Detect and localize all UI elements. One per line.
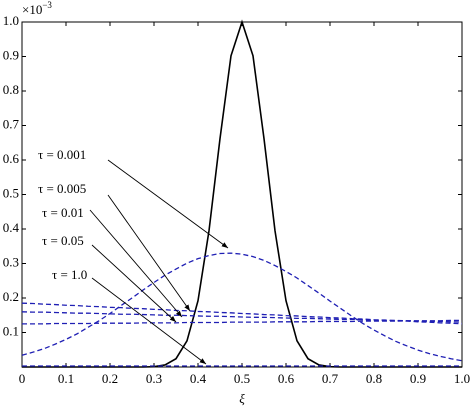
y-tick-label: 0.6 (3, 151, 20, 166)
series-label: τ = 0.01 (42, 205, 84, 220)
plot-frame (21, 21, 463, 368)
y-tick-label: 0.1 (3, 323, 19, 338)
x-axis-label: ξ (239, 391, 245, 406)
x-tick-label: 0.7 (322, 371, 339, 386)
dashed-line (21, 302, 463, 325)
x-tick-label: 0.5 (234, 371, 250, 386)
dashed-line (21, 252, 463, 362)
y-tick-label: 0.8 (3, 82, 19, 97)
x-tick-label: 0.6 (278, 371, 295, 386)
x-tick-label: 0.4 (190, 371, 207, 386)
y-tick-label: 1.0 (3, 13, 19, 28)
series-label: τ = 0.001 (38, 147, 86, 162)
x-tick-label: 0.1 (58, 371, 74, 386)
series-label: τ = 1.0 (52, 267, 87, 282)
annotation-arrow (91, 244, 177, 323)
x-tick-label: 0.9 (410, 371, 426, 386)
y-tick-label: 0.5 (3, 185, 19, 200)
annotation-arrow (91, 277, 207, 365)
x-tick-label: 0.8 (366, 371, 382, 386)
y-tick-label: 0.4 (3, 220, 20, 235)
solid-line (22, 19, 462, 368)
x-tick-label: 0.3 (146, 371, 162, 386)
annotation-arrow (107, 159, 229, 249)
x-tick-label: 0 (19, 371, 26, 386)
y-tick-label: 0.7 (3, 116, 20, 131)
annotation-arrow (107, 194, 191, 312)
annotation-arrow (89, 209, 183, 318)
series-label: τ = 0.05 (42, 233, 84, 248)
x-tick-label: 1.0 (454, 371, 470, 386)
dashed-line (22, 319, 462, 325)
series-label: τ = 0.005 (38, 181, 86, 196)
y-tick-label: 0.3 (3, 254, 19, 269)
y-tick-label: 0.2 (3, 289, 19, 304)
y-scale-label: ×10−3 (22, 0, 52, 17)
x-tick-label: 0.2 (102, 371, 118, 386)
y-tick-label: 0.9 (3, 47, 19, 62)
dashed-line (21, 311, 463, 323)
